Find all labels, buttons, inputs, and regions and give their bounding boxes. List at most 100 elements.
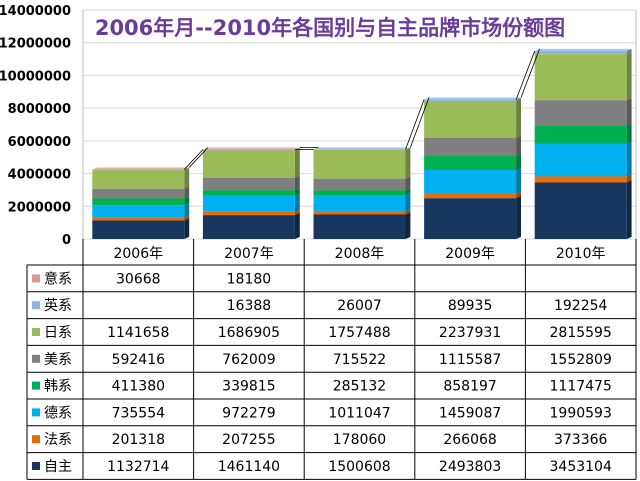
bar-side xyxy=(294,148,300,178)
data-label: 1117475 xyxy=(550,379,612,395)
category-label: 2007年 xyxy=(224,246,274,262)
data-label: 972279 xyxy=(222,405,275,421)
bar-segment xyxy=(92,205,185,218)
data-label: 285132 xyxy=(333,379,386,395)
series-line xyxy=(515,50,536,100)
data-label: 16388 xyxy=(227,298,272,314)
data-label: 858197 xyxy=(443,379,496,395)
bars-layer xyxy=(92,48,632,239)
bar-side xyxy=(405,147,411,150)
legend-key xyxy=(32,301,40,310)
data-label: 18180 xyxy=(227,271,272,287)
bar-segment xyxy=(534,182,627,239)
series-line xyxy=(184,149,204,170)
data-label: 266068 xyxy=(443,432,496,448)
legend-key xyxy=(32,354,40,363)
series-name: 英系 xyxy=(44,297,72,314)
y-tick-label: 0 xyxy=(62,233,71,248)
bar-segment xyxy=(534,54,627,101)
category-label: 2009年 xyxy=(445,246,495,262)
data-label: 339815 xyxy=(222,379,275,395)
legend-key xyxy=(32,408,40,417)
bar-side xyxy=(626,98,632,126)
bar-side xyxy=(516,98,521,138)
bar-segment xyxy=(92,188,185,199)
data-label: 1141658 xyxy=(107,325,169,341)
bar-side xyxy=(626,180,632,239)
bar-side xyxy=(516,196,521,239)
bar-segment xyxy=(424,101,517,138)
bar-side xyxy=(294,212,300,239)
bar-side xyxy=(626,52,632,101)
bar-segment xyxy=(313,211,406,215)
bar-segment xyxy=(313,178,406,191)
series-line xyxy=(405,99,425,150)
legend-key xyxy=(32,462,40,470)
data-label: 1011047 xyxy=(328,405,390,421)
bar-side xyxy=(294,193,300,212)
data-label: 735554 xyxy=(112,405,166,421)
data-label: 1686905 xyxy=(218,325,280,341)
series-name: 韩系 xyxy=(44,379,72,395)
bar-segment xyxy=(202,190,295,196)
data-label: 1459087 xyxy=(439,405,501,421)
legend-key xyxy=(32,274,40,283)
series-line xyxy=(410,97,430,148)
bar-segment xyxy=(534,143,627,177)
bar-side xyxy=(184,186,190,199)
bar-side xyxy=(516,135,521,156)
bar-segment xyxy=(313,190,406,196)
data-label: 1500608 xyxy=(328,459,390,475)
bar-segment xyxy=(313,214,406,239)
bar-segment xyxy=(92,217,185,221)
series-name: 美系 xyxy=(44,352,72,368)
bar-segment xyxy=(534,100,627,126)
bar-side xyxy=(626,174,632,183)
data-label: 30668 xyxy=(116,271,161,287)
bar-side xyxy=(626,141,632,177)
chart-title: 2006年月--2010年各国别与自主品牌市场份额图 xyxy=(95,16,565,40)
bar-side xyxy=(184,196,190,206)
bar-top xyxy=(313,147,411,150)
bar-segment xyxy=(202,211,295,216)
data-label: 192254 xyxy=(554,298,608,314)
bar-segment xyxy=(534,50,627,55)
bar-segment xyxy=(534,125,627,144)
bar-segment xyxy=(202,177,295,191)
y-axis: 0 2000000 4000000 6000000 8000000 10000000 120… xyxy=(0,4,71,248)
bar-segment xyxy=(424,137,517,156)
bar-segment xyxy=(424,193,517,199)
bar-segment xyxy=(313,195,406,212)
bar-side xyxy=(405,188,411,196)
series-name: 法系 xyxy=(44,432,72,448)
bar-side xyxy=(294,175,300,191)
series-name: 日系 xyxy=(44,325,72,341)
category-label: 2006年 xyxy=(113,246,163,262)
bar-segment xyxy=(92,198,185,206)
bar-side xyxy=(294,209,300,216)
bar-side xyxy=(184,215,190,221)
data-label: 411380 xyxy=(112,379,165,395)
bar-segment xyxy=(202,215,295,239)
bar-side xyxy=(405,212,411,239)
category-label: 2008年 xyxy=(335,246,385,262)
bar-segment xyxy=(424,99,517,102)
data-label: 715522 xyxy=(333,352,386,368)
series-line xyxy=(188,147,209,168)
data-label: 1115587 xyxy=(439,352,501,368)
bar-segment xyxy=(424,198,517,239)
bar-side xyxy=(516,167,521,194)
bar-segment xyxy=(313,149,406,150)
y-tick-label: 12000000 xyxy=(0,37,71,52)
bar-side xyxy=(626,48,632,55)
bar-segment xyxy=(534,176,627,183)
data-label: 1757488 xyxy=(328,325,390,341)
legend-key xyxy=(32,328,40,336)
bar-side xyxy=(516,97,521,102)
legend-key xyxy=(32,435,40,444)
bar-segment xyxy=(92,170,185,189)
y-tick-label: 4000000 xyxy=(8,168,71,183)
